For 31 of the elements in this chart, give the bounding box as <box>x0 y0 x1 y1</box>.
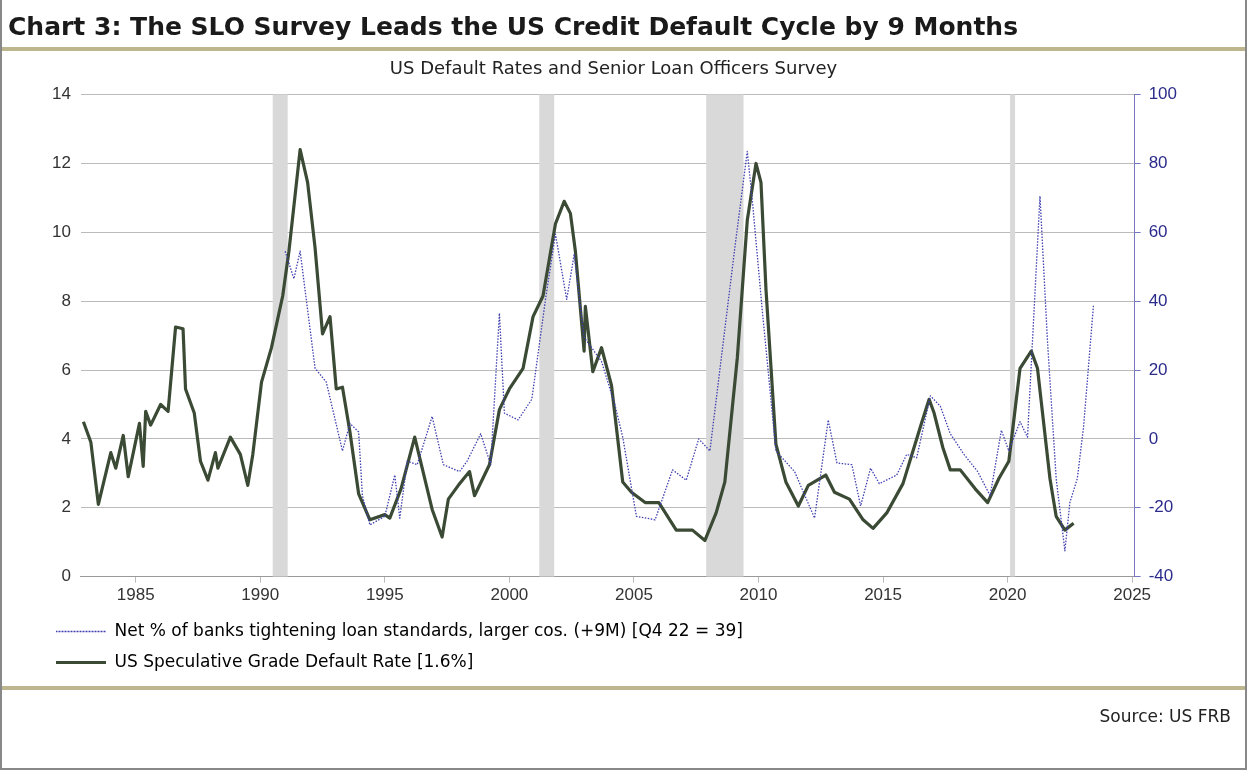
y-tick-label: 14 <box>51 84 71 104</box>
x-tick-label: 1995 <box>365 585 404 605</box>
y2-tick-label: 20 <box>1148 359 1168 379</box>
x-tick-label: 2020 <box>988 585 1027 605</box>
y-tick-label: 6 <box>61 359 71 379</box>
legend-label: Net % of banks tightening loan standards, larger cos. (+9M) [Q4 22 = 39] <box>114 619 743 640</box>
y2-tick-label: -40 <box>1148 566 1174 586</box>
x-tick-label: 2000 <box>490 585 529 605</box>
y-tick-label: 2 <box>61 497 71 517</box>
line-series <box>284 150 1095 552</box>
y-tick-label: 8 <box>61 290 71 310</box>
y2-tick-label: 0 <box>1148 428 1159 448</box>
x-tick-label: 1985 <box>116 585 155 605</box>
source-note: Source: US FRB <box>1099 706 1231 726</box>
y-tick-label: 0 <box>61 566 71 586</box>
y2-tick-label: 60 <box>1148 222 1168 241</box>
y2-tick-label: 100 <box>1148 84 1178 104</box>
y2-tick-label: 40 <box>1148 290 1168 310</box>
x-tick-label: 1990 <box>241 585 280 605</box>
y-tick-label: 4 <box>61 428 71 448</box>
y2-tick-label: -20 <box>1148 497 1174 517</box>
x-tick-label: 2005 <box>615 585 653 605</box>
y2-tick-label: 80 <box>1148 153 1168 173</box>
x-tick-label: 2025 <box>1113 585 1152 605</box>
chart-title: Chart 3: The SLO Survey Leads the US Credit Default Cycle by 9 Months <box>2 0 1245 51</box>
legend-label: US Speculative Grade Default Rate [1.6%] <box>114 650 474 671</box>
y-tick-label: 12 <box>51 153 71 173</box>
x-tick-label: 2015 <box>864 585 902 605</box>
chart-subtitle: US Default Rates and Senior Loan Officers Survey <box>389 57 838 79</box>
x-tick-label: 2010 <box>739 585 778 605</box>
y-tick-label: 10 <box>51 222 71 241</box>
